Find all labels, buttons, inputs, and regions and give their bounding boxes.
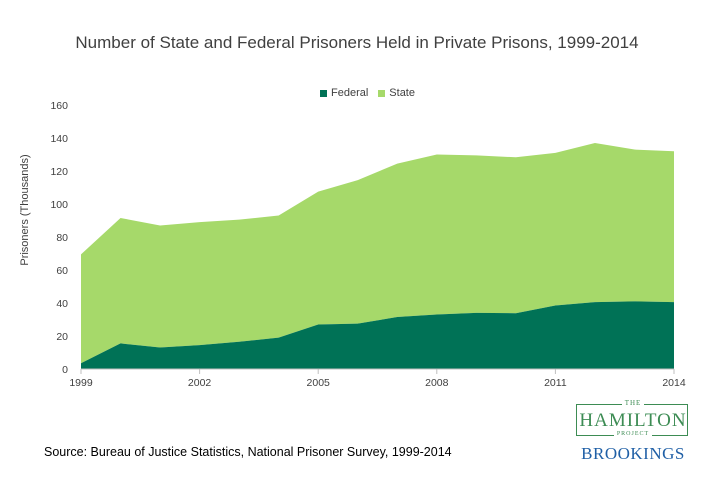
y-tick-label: 60 [56, 265, 68, 277]
area-federal [81, 301, 674, 369]
legend-item-federal: Federal [320, 87, 368, 99]
x-tick-label: 1999 [69, 377, 93, 389]
x-tick-label: 2008 [425, 377, 449, 389]
legend-label-state: State [389, 87, 415, 99]
logo-hamilton: HAMILTON [579, 410, 687, 431]
hamilton-brookings-logo: THE HAMILTON PROJECT BROOKINGS [568, 399, 698, 466]
x-tick-label: 2014 [662, 377, 686, 389]
area-state [81, 142, 674, 364]
legend-swatch-federal [320, 89, 327, 97]
legend-swatch-state [378, 89, 386, 97]
y-tick-label: 80 [56, 232, 68, 244]
logo-brookings: BROOKINGS [581, 444, 685, 463]
x-tick-label: 2005 [307, 377, 331, 389]
legend-item-state: State [378, 87, 415, 99]
legend-label-federal: Federal [331, 87, 369, 99]
chart-title: Number of State and Federal Prisoners He… [75, 33, 639, 52]
y-tick-label: 100 [50, 199, 68, 211]
source-note: Source: Bureau of Justice Statistics, Na… [44, 445, 452, 459]
y-tick-label: 0 [62, 364, 68, 376]
y-tick-label: 20 [56, 331, 68, 343]
y-tick-label: 40 [56, 298, 68, 310]
logo-project: PROJECT [568, 431, 698, 437]
chart-legend: Federal State [320, 87, 415, 99]
y-tick-label: 120 [50, 166, 68, 178]
logo-the: THE [568, 399, 698, 407]
x-tick-label: 2011 [544, 377, 567, 389]
y-tick-label: 160 [50, 100, 68, 112]
x-tick-label: 2002 [188, 377, 212, 389]
y-tick-label: 140 [50, 133, 68, 145]
